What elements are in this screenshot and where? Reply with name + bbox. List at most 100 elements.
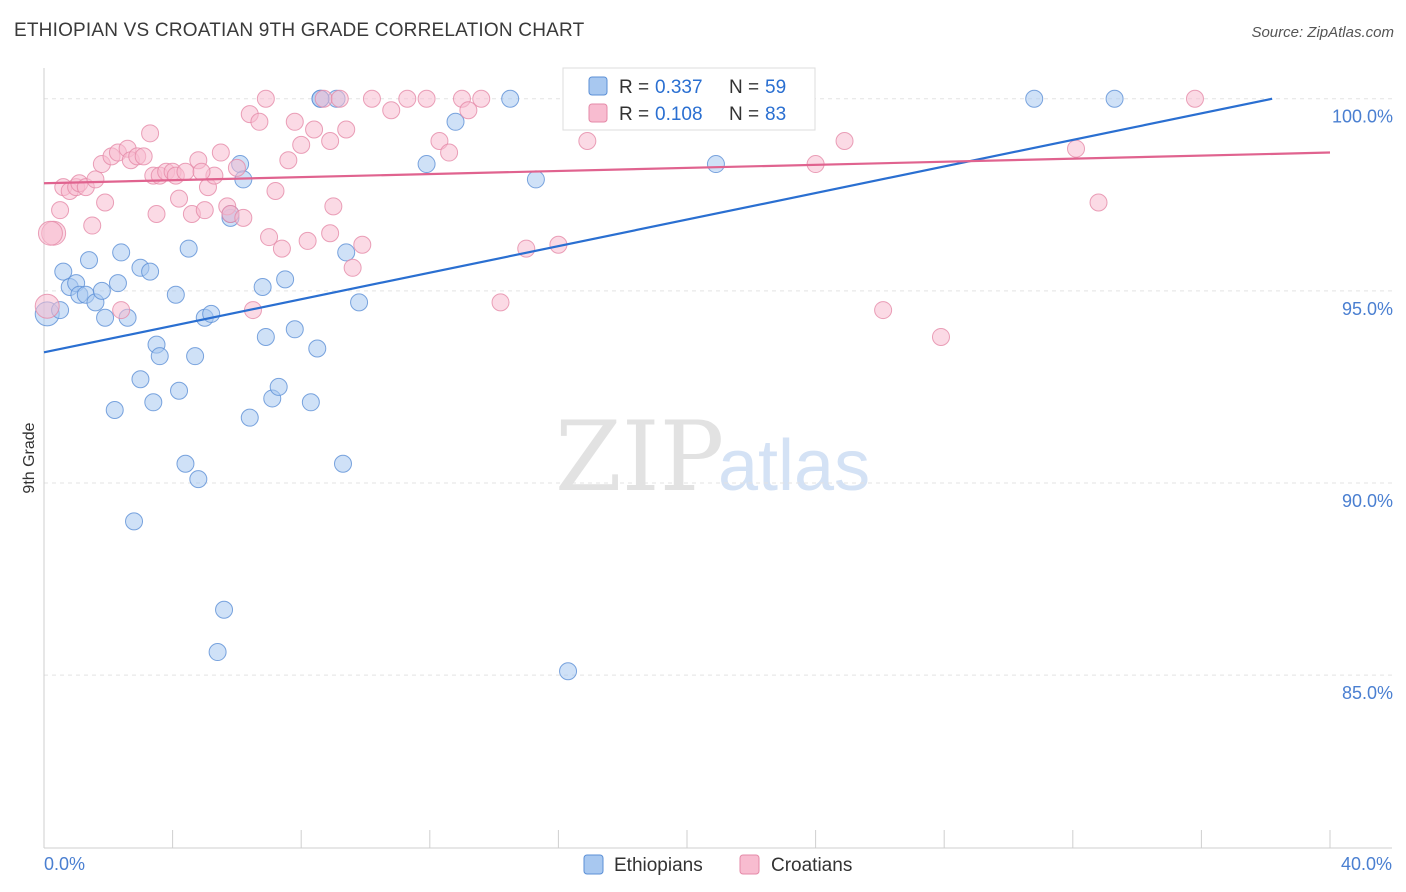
croatians-point bbox=[321, 132, 340, 151]
ethiopians-point bbox=[1025, 89, 1044, 108]
ethiopians-point bbox=[446, 112, 465, 131]
x-tick-label-min: 0.0% bbox=[44, 854, 85, 874]
croatians-point bbox=[192, 162, 211, 181]
croatians-point bbox=[298, 231, 317, 250]
legend-bottom-swatch-ethiopians bbox=[583, 854, 604, 875]
legend-bottom-label-ethiopians: Ethiopians bbox=[614, 855, 703, 876]
croatians-point bbox=[83, 216, 102, 235]
ethiopians-point bbox=[96, 308, 115, 327]
croatians-point bbox=[134, 147, 153, 166]
ethiopians-point bbox=[92, 281, 111, 300]
legend-r-value-1: 0.337 bbox=[655, 77, 703, 98]
trend-lines bbox=[43, 97, 1331, 354]
legend-bottom-swatch-croatians bbox=[739, 854, 760, 875]
croatians-point bbox=[37, 220, 63, 246]
source-label: Source: ZipAtlas.com bbox=[1251, 24, 1394, 41]
croatians-point bbox=[86, 170, 105, 189]
ethiopians-point bbox=[301, 393, 320, 412]
croatians-point bbox=[285, 112, 304, 131]
croatians-point bbox=[382, 101, 401, 120]
croatians-point bbox=[398, 89, 417, 108]
croatians-point bbox=[835, 132, 854, 151]
correlation-legend: R = 0.337 N = 59 R = 0.108 N = 83 bbox=[562, 67, 816, 131]
y-tick-labels: 100.0% 95.0% 90.0% 85.0% bbox=[1332, 107, 1393, 703]
croatians-point bbox=[330, 89, 349, 108]
croatians-point bbox=[141, 124, 160, 143]
legend-n-value-1: 59 bbox=[765, 77, 786, 98]
croatians-point bbox=[472, 89, 491, 108]
axes bbox=[43, 68, 1392, 849]
croatians-point bbox=[112, 301, 131, 320]
chart-title: ETHIOPIAN VS CROATIAN 9TH GRADE CORRELAT… bbox=[14, 20, 585, 41]
ethiopians-point bbox=[166, 285, 185, 304]
croatians-point bbox=[417, 89, 436, 108]
ethiopians-point bbox=[285, 320, 304, 339]
croatians-trend-line bbox=[43, 151, 1331, 185]
croatians-point bbox=[227, 158, 246, 177]
croatians-point bbox=[96, 193, 115, 212]
ethiopians-point bbox=[80, 251, 99, 270]
croatians-point bbox=[440, 143, 459, 162]
ethiopians-trend-line bbox=[43, 97, 1273, 354]
watermark-zip: ZIP bbox=[555, 401, 724, 513]
ethiopians-point bbox=[337, 243, 356, 262]
croatians-point bbox=[1067, 139, 1086, 158]
x-tick-label-max: 40.0% bbox=[1341, 854, 1392, 874]
croatians-point bbox=[459, 101, 478, 120]
y-axis-title: 9th Grade bbox=[21, 422, 38, 493]
y-tick-label: 90.0% bbox=[1342, 491, 1393, 511]
croatians-point bbox=[874, 301, 893, 320]
croatians-point bbox=[266, 181, 285, 200]
ethiopians-point bbox=[105, 400, 124, 419]
croatians-point bbox=[1185, 89, 1204, 108]
croatians-point bbox=[195, 201, 214, 220]
croatians-point bbox=[1089, 193, 1108, 212]
ethiopians-point bbox=[269, 377, 288, 396]
series-legend: Ethiopians Croatians bbox=[583, 854, 852, 876]
ethiopians-point bbox=[179, 239, 198, 258]
croatians-point bbox=[170, 189, 189, 208]
ethiopians-point bbox=[417, 155, 436, 174]
ethiopians-point bbox=[208, 643, 227, 662]
croatians-point bbox=[343, 258, 362, 277]
y-tick-label: 95.0% bbox=[1342, 299, 1393, 319]
ethiopians-point bbox=[350, 293, 369, 312]
ethiopians-point bbox=[189, 470, 208, 489]
ethiopians-point bbox=[170, 381, 189, 400]
ethiopians-point bbox=[108, 274, 127, 293]
ethiopians-point bbox=[54, 262, 73, 281]
croatians-point bbox=[491, 293, 510, 312]
ethiopians-point bbox=[706, 155, 725, 174]
ethiopians-point bbox=[559, 662, 578, 681]
ethiopians-point bbox=[144, 393, 163, 412]
croatians-point bbox=[931, 327, 950, 346]
y-tick-label: 100.0% bbox=[1332, 107, 1393, 127]
croatians-point bbox=[292, 135, 311, 154]
legend-swatch-croatians bbox=[588, 103, 608, 123]
ethiopians-point bbox=[186, 347, 205, 366]
ethiopians-point bbox=[501, 89, 520, 108]
croatians-point bbox=[211, 143, 230, 162]
croatians-point bbox=[353, 235, 372, 254]
ethiopians-point bbox=[276, 270, 295, 289]
ethiopians-point bbox=[150, 347, 169, 366]
legend-r-label-1: R = bbox=[619, 77, 649, 98]
ethiopians-point bbox=[253, 278, 272, 297]
croatians-point bbox=[272, 239, 291, 258]
legend-r-label-2: R = bbox=[619, 104, 649, 125]
ethiopians-point bbox=[240, 408, 259, 427]
ethiopians-point bbox=[526, 170, 545, 189]
ethiopians-point bbox=[256, 327, 275, 346]
ethiopians-point bbox=[141, 262, 160, 281]
croatians-point bbox=[260, 228, 279, 247]
ethiopians-point bbox=[1105, 89, 1124, 108]
croatians-point bbox=[321, 224, 340, 243]
croatians-point bbox=[362, 89, 381, 108]
legend-r-value-2: 0.108 bbox=[655, 104, 703, 125]
ethiopians-point bbox=[176, 454, 195, 473]
croatians-point bbox=[234, 208, 253, 227]
ethiopians-point bbox=[125, 512, 144, 531]
watermark-atlas: atlas bbox=[718, 426, 870, 506]
ethiopians-point bbox=[215, 600, 234, 619]
legend-n-label-2: N = bbox=[729, 104, 759, 125]
